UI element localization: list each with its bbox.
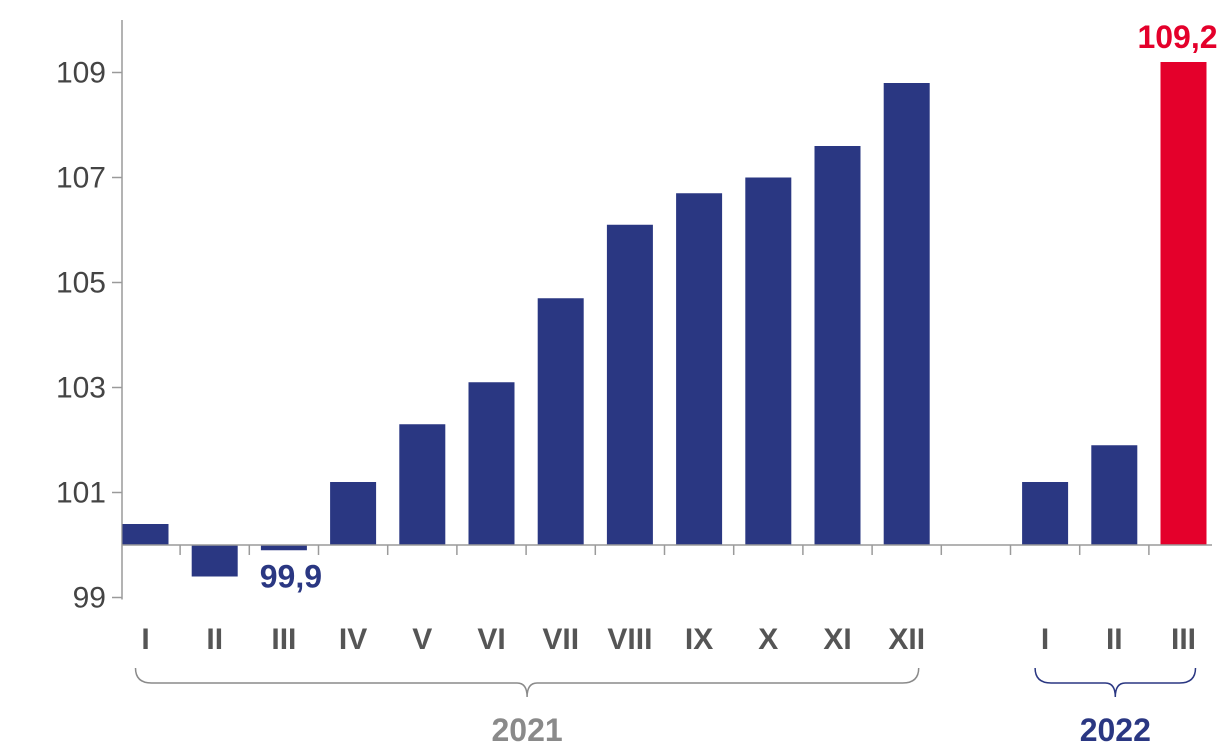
y-tick-label: 101	[56, 477, 106, 510]
bar	[1022, 482, 1069, 545]
year-label: 2021	[492, 712, 563, 748]
x-tick-label: IV	[339, 623, 367, 656]
bar	[814, 146, 861, 545]
y-tick-label: 109	[56, 57, 106, 90]
bar	[537, 298, 584, 545]
x-tick-label: I	[1041, 623, 1049, 656]
x-tick-labels: I II III IV V VI VII VIII IX X XI XII I II III	[141, 623, 1196, 656]
x-tick-label: II	[1106, 623, 1123, 656]
data-label: 109,2	[1137, 19, 1217, 55]
data-labels: 99,9 109,2	[260, 19, 1218, 594]
y-tick-label: 105	[56, 267, 106, 300]
x-tick-label: VI	[477, 623, 505, 656]
year-groups: 2021 2022	[134, 667, 1197, 748]
data-label: 99,9	[260, 558, 322, 594]
year-brace	[1034, 667, 1197, 698]
bars	[122, 62, 1207, 577]
y-axis: 99 101 103 105 107 109	[56, 20, 123, 615]
year-label: 2022	[1080, 712, 1151, 748]
bar	[122, 524, 169, 545]
bar	[191, 545, 238, 577]
bar	[1160, 62, 1207, 545]
x-tick-label: V	[412, 623, 432, 656]
x-tick-label: III	[1171, 623, 1196, 656]
bar	[468, 382, 515, 545]
x-tick-label: XI	[823, 623, 851, 656]
x-tick-label: II	[206, 623, 223, 656]
x-tick-label: VII	[542, 623, 579, 656]
y-tick-label: 103	[56, 372, 106, 405]
bar	[260, 545, 307, 551]
x-tick-label: IX	[685, 623, 713, 656]
bar	[676, 193, 723, 545]
bar	[883, 83, 930, 545]
y-tick-label: 107	[56, 162, 106, 195]
x-tick-label: XII	[888, 623, 925, 656]
x-tick-label: I	[141, 623, 149, 656]
bar	[330, 482, 377, 545]
year-brace	[134, 667, 920, 698]
x-tick-label: III	[271, 623, 296, 656]
x-tick-label: VIII	[607, 623, 652, 656]
x-axis	[122, 544, 1212, 555]
x-tick-label: X	[758, 623, 778, 656]
bar	[745, 177, 792, 545]
y-tick-label: 99	[73, 582, 106, 615]
bar	[1091, 445, 1138, 545]
bar	[399, 424, 446, 545]
bar	[606, 224, 653, 545]
